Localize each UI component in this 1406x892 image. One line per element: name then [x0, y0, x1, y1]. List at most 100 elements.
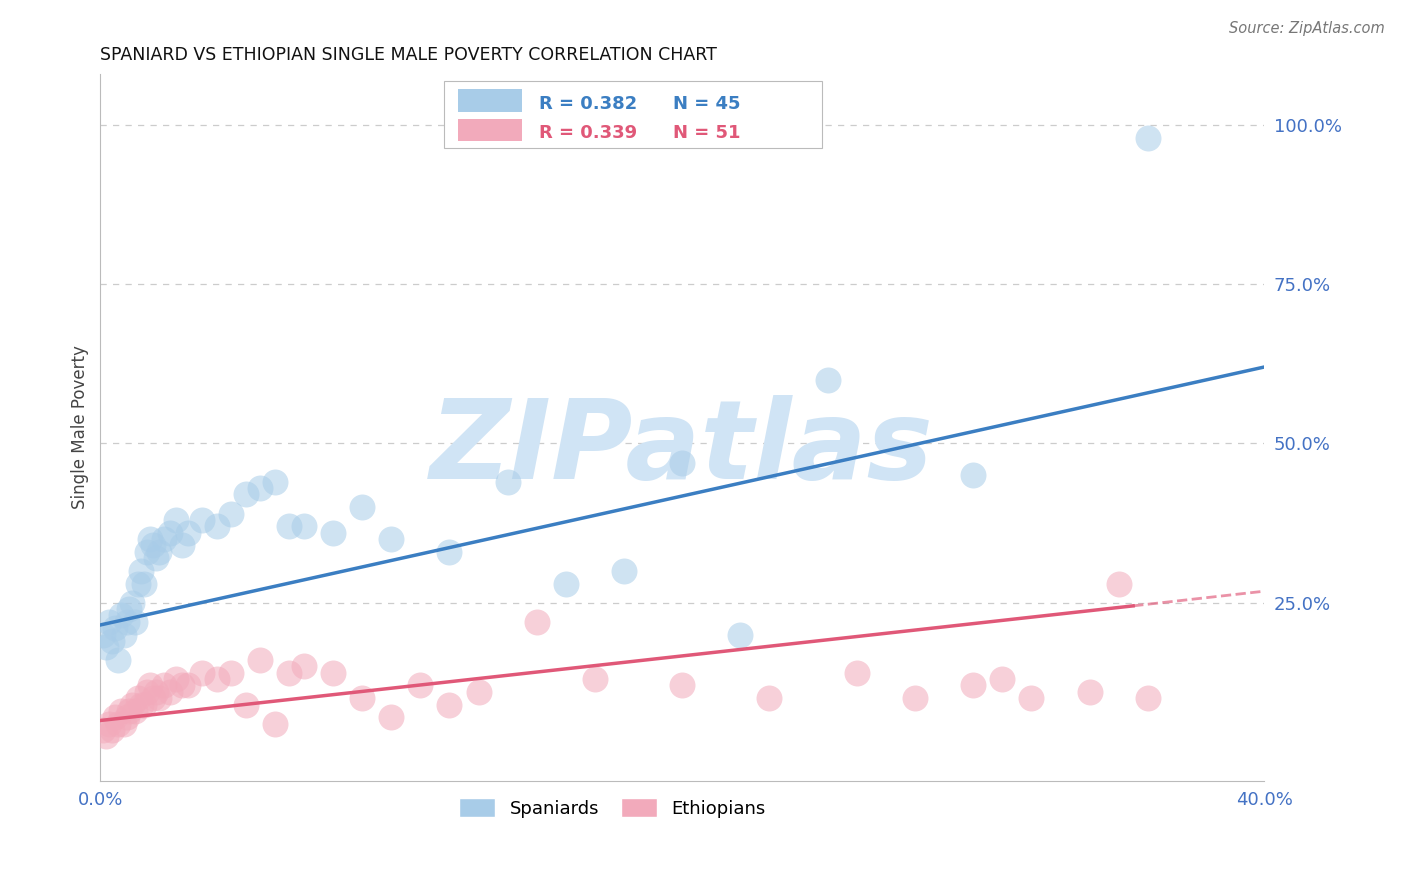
Point	[205, 519, 228, 533]
Text: ZIPatlas: ZIPatlas	[430, 395, 934, 502]
Point	[121, 698, 143, 712]
Point	[170, 538, 193, 552]
Point	[96, 640, 118, 655]
Point	[132, 698, 155, 712]
Point	[249, 481, 271, 495]
Point	[380, 710, 402, 724]
Point	[526, 615, 548, 629]
Point	[153, 532, 176, 546]
Point	[817, 373, 839, 387]
Point	[219, 665, 242, 680]
Point	[148, 691, 170, 706]
Point	[962, 678, 984, 692]
Point	[730, 627, 752, 641]
Point	[235, 487, 257, 501]
Point	[904, 691, 927, 706]
Point	[191, 665, 214, 680]
Point	[101, 723, 124, 737]
Point	[118, 602, 141, 616]
Point	[124, 615, 146, 629]
Point	[322, 665, 344, 680]
Point	[127, 691, 149, 706]
Point	[104, 710, 127, 724]
Point	[991, 672, 1014, 686]
Point	[118, 704, 141, 718]
Point	[845, 665, 868, 680]
Point	[139, 678, 162, 692]
Point	[153, 678, 176, 692]
Point	[962, 468, 984, 483]
Point	[380, 532, 402, 546]
Point	[235, 698, 257, 712]
Point	[98, 615, 121, 629]
Point	[264, 475, 287, 489]
Point	[132, 576, 155, 591]
Point	[127, 576, 149, 591]
Y-axis label: Single Male Poverty: Single Male Poverty	[72, 345, 89, 509]
FancyBboxPatch shape	[457, 89, 522, 112]
Point	[496, 475, 519, 489]
Point	[176, 525, 198, 540]
Point	[583, 672, 606, 686]
Point	[758, 691, 780, 706]
Point	[139, 532, 162, 546]
Point	[112, 627, 135, 641]
Point	[1021, 691, 1043, 706]
Point	[278, 665, 301, 680]
Point	[249, 653, 271, 667]
Point	[135, 545, 157, 559]
Text: R = 0.339: R = 0.339	[538, 125, 637, 143]
Point	[107, 716, 129, 731]
Point	[145, 551, 167, 566]
Legend: Spaniards, Ethiopians: Spaniards, Ethiopians	[451, 791, 773, 825]
Point	[107, 653, 129, 667]
Point	[121, 596, 143, 610]
Point	[148, 545, 170, 559]
Point	[1136, 691, 1159, 706]
Point	[159, 685, 181, 699]
Point	[165, 513, 187, 527]
Point	[467, 685, 489, 699]
Point	[264, 716, 287, 731]
Point	[96, 730, 118, 744]
Point	[91, 723, 114, 737]
Point	[1108, 576, 1130, 591]
Point	[124, 704, 146, 718]
Point	[101, 633, 124, 648]
Point	[110, 608, 132, 623]
Point	[292, 659, 315, 673]
Point	[129, 698, 152, 712]
Point	[104, 621, 127, 635]
Point	[292, 519, 315, 533]
Point	[91, 627, 114, 641]
Point	[1136, 130, 1159, 145]
Point	[135, 685, 157, 699]
FancyBboxPatch shape	[444, 81, 823, 148]
Point	[142, 691, 165, 706]
Point	[219, 507, 242, 521]
Text: N = 51: N = 51	[673, 125, 741, 143]
Point	[671, 678, 693, 692]
Point	[112, 716, 135, 731]
Text: N = 45: N = 45	[673, 95, 741, 112]
Point	[98, 716, 121, 731]
Text: SPANIARD VS ETHIOPIAN SINGLE MALE POVERTY CORRELATION CHART: SPANIARD VS ETHIOPIAN SINGLE MALE POVERT…	[100, 46, 717, 64]
Point	[1078, 685, 1101, 699]
Point	[613, 564, 636, 578]
Point	[115, 710, 138, 724]
Point	[439, 545, 461, 559]
Point	[352, 500, 374, 515]
Point	[322, 525, 344, 540]
Point	[176, 678, 198, 692]
Point	[142, 538, 165, 552]
Point	[191, 513, 214, 527]
Point	[145, 685, 167, 699]
Point	[554, 576, 576, 591]
Point	[409, 678, 432, 692]
Point	[205, 672, 228, 686]
Point	[165, 672, 187, 686]
Point	[671, 456, 693, 470]
Text: Source: ZipAtlas.com: Source: ZipAtlas.com	[1229, 21, 1385, 36]
Point	[159, 525, 181, 540]
Point	[110, 704, 132, 718]
